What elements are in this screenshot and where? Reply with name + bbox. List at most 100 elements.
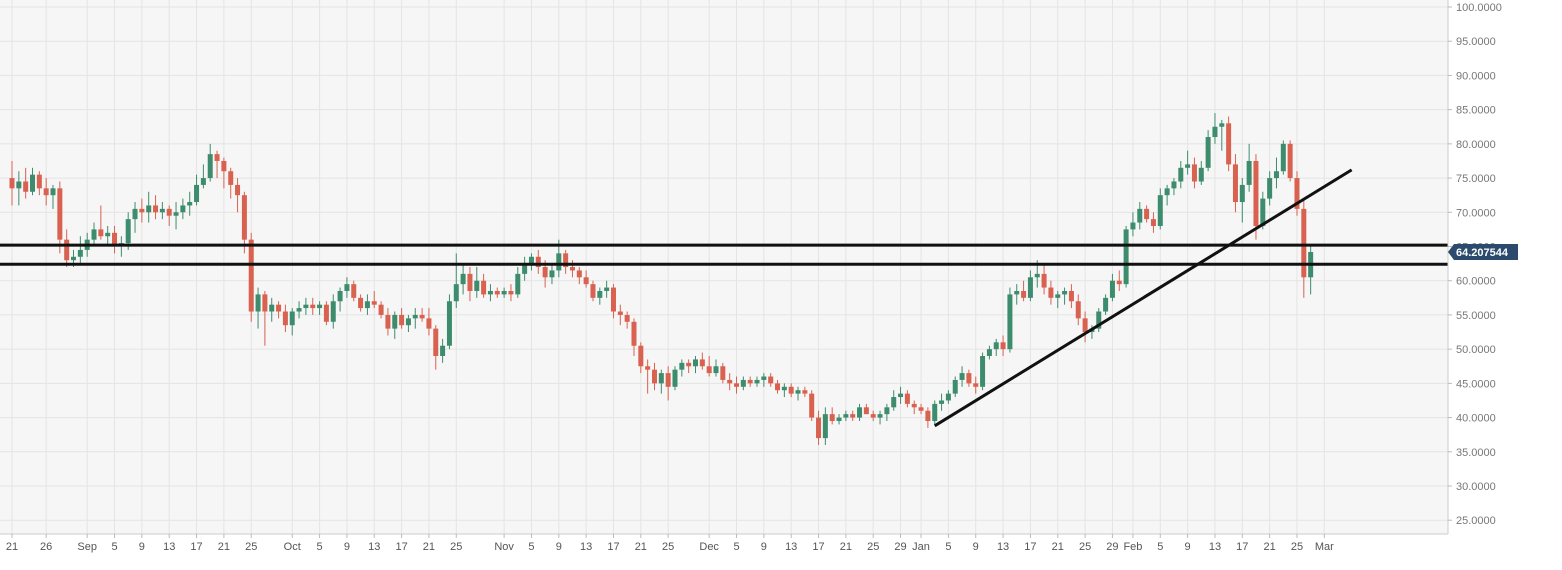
x-tick-label: 17 (395, 541, 407, 553)
candle (153, 195, 159, 220)
candle (898, 386, 904, 404)
candle-body (672, 369, 678, 387)
candle (816, 410, 822, 445)
x-tick-label: 5 (111, 541, 117, 553)
candle (863, 403, 869, 415)
candle (563, 249, 569, 274)
candle (255, 287, 261, 329)
candle (1109, 273, 1115, 302)
candle-body (986, 349, 992, 356)
candle (235, 178, 241, 213)
candle (1205, 130, 1211, 172)
candle (959, 366, 965, 387)
candle-body (1130, 222, 1136, 230)
candle (980, 352, 986, 391)
candle (624, 311, 630, 329)
candle-body (508, 290, 514, 295)
candle (221, 157, 227, 189)
candle-body (1075, 301, 1081, 319)
price-tag-shape (1448, 243, 1518, 260)
candle (604, 280, 610, 298)
candle-body (1096, 311, 1102, 329)
candle (1294, 171, 1300, 216)
y-tick-label: 25.0000 (1456, 515, 1496, 527)
candle-body (1246, 160, 1252, 185)
candle (1219, 119, 1225, 151)
candle (378, 301, 384, 319)
candle (405, 314, 411, 333)
candle (23, 167, 29, 199)
candle-body (1198, 167, 1204, 182)
candle-body (836, 417, 842, 422)
candle-body (980, 355, 986, 387)
candle (638, 342, 644, 374)
candle (850, 410, 856, 422)
candle (939, 393, 945, 411)
candle (809, 390, 815, 422)
candle-body (1171, 181, 1177, 189)
candle-body (624, 314, 630, 322)
candle (1062, 287, 1068, 305)
candle-body (1253, 160, 1259, 226)
candle (747, 376, 753, 387)
candle (337, 287, 343, 312)
candle (1178, 160, 1184, 189)
candle (303, 297, 309, 315)
x-tick-label: Nov (494, 541, 514, 553)
candle-body (337, 290, 343, 302)
candle-body (358, 297, 364, 309)
candle-body (153, 205, 159, 213)
candle-body (194, 184, 200, 203)
x-tick-label: 9 (1185, 541, 1191, 553)
candle (1273, 157, 1279, 189)
candle-body (474, 280, 480, 291)
candle-body (1103, 297, 1109, 312)
candle (433, 325, 439, 370)
x-tick-label: 5 (733, 541, 739, 553)
x-tick-label: 9 (556, 541, 562, 553)
candle (706, 355, 712, 377)
x-tick-label: 21 (1052, 541, 1064, 553)
candle-body (932, 403, 938, 422)
candle (467, 267, 473, 302)
candle (528, 253, 534, 271)
candle-body (1123, 229, 1129, 285)
y-tick-label: 85.0000 (1456, 105, 1496, 117)
candle (1301, 198, 1307, 298)
candle (1232, 154, 1238, 213)
candle-body (71, 256, 77, 261)
candle (344, 277, 350, 298)
candle-body (945, 393, 951, 401)
candle-body (1185, 164, 1191, 168)
candle-body (440, 345, 446, 356)
candle (665, 366, 671, 401)
candle-body (132, 208, 138, 220)
candle (474, 267, 480, 298)
candle-body (323, 304, 329, 322)
candle-body (795, 390, 801, 394)
candle (877, 410, 883, 425)
candle-body (282, 311, 288, 326)
candle (371, 290, 377, 309)
candle-body (405, 318, 411, 326)
candle (214, 150, 220, 179)
candle (658, 369, 664, 394)
candle (228, 167, 234, 199)
candle-body (330, 301, 336, 322)
candle-body (1034, 273, 1040, 278)
y-gridlines (0, 6, 1448, 521)
candle (1123, 225, 1129, 288)
candle-body (460, 273, 466, 285)
x-tick-label: 9 (139, 541, 145, 553)
candle-body (1226, 123, 1232, 165)
x-tick-label: 9 (344, 541, 350, 553)
candle-body (1150, 219, 1156, 226)
candle (296, 301, 302, 319)
candle-body (1267, 178, 1273, 199)
candle-body (891, 397, 897, 408)
candle (904, 390, 910, 408)
candle (727, 373, 733, 391)
candle (522, 256, 528, 281)
candle (1226, 116, 1232, 172)
